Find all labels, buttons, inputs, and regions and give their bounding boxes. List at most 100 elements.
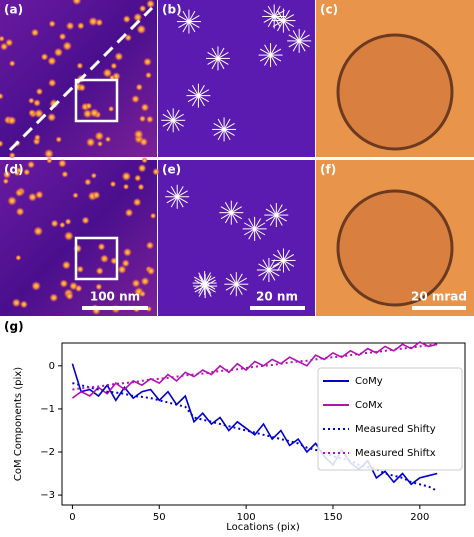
particle (49, 293, 59, 303)
particles (0, 0, 312, 316)
particle (30, 28, 40, 37)
disc (336, 189, 454, 307)
particle (76, 265, 84, 274)
particle (81, 216, 90, 225)
field-arrow (182, 10, 190, 22)
particle (97, 242, 106, 251)
particle (28, 109, 36, 117)
field-arrow (275, 214, 283, 226)
particle (143, 57, 152, 67)
particle (121, 259, 130, 268)
x-tick-label: 150 (323, 512, 342, 523)
particle (46, 157, 53, 164)
field-arrow (207, 51, 219, 59)
field-arrow (204, 275, 212, 287)
particle (2, 170, 12, 179)
field-arrow (223, 129, 231, 141)
field-arrow (283, 249, 290, 261)
y-tick-label: 0 (49, 361, 55, 372)
particle (124, 34, 132, 42)
particle (64, 218, 72, 226)
field-arrow (276, 208, 287, 216)
field-arrow (198, 95, 210, 103)
field-arrow (217, 47, 225, 59)
field-arrow (269, 204, 277, 216)
particle (2, 178, 9, 185)
particle (135, 83, 143, 91)
field-arrow (182, 21, 190, 33)
particle (133, 12, 143, 22)
field-arrow (273, 5, 281, 17)
field-arrow (267, 5, 275, 17)
field-arrow (273, 16, 285, 23)
field-arrow (166, 120, 174, 131)
particle (35, 87, 44, 96)
particle (27, 160, 36, 169)
field-arrow (265, 208, 277, 216)
series-line (71, 363, 438, 486)
particle (139, 137, 149, 147)
particle (110, 62, 118, 70)
field-arrow (213, 128, 225, 136)
field-arrow (298, 30, 306, 42)
particle (15, 254, 22, 261)
particle (0, 92, 4, 100)
field-arrow (231, 212, 242, 220)
particle (63, 231, 74, 241)
particle (47, 78, 57, 88)
field-arrow (198, 89, 210, 97)
particle (122, 183, 130, 190)
field-arrow (273, 16, 281, 28)
field-arrow (170, 196, 178, 208)
particle (14, 188, 24, 197)
field-arrow (269, 214, 277, 226)
particle (0, 35, 5, 42)
field-arrow (224, 212, 232, 224)
field-arrow (254, 228, 262, 240)
particle (35, 190, 44, 200)
series-line (72, 343, 438, 391)
particle (0, 42, 9, 51)
field-arrow (194, 279, 206, 287)
particle (33, 99, 41, 107)
image-panels: (a) (b) (c) (d) (e) (f) 100 nm 20 nm 20 … (0, 0, 474, 316)
field-arrow (188, 15, 200, 23)
particle (102, 68, 113, 78)
particle (149, 212, 157, 219)
field-arrow (292, 40, 300, 52)
particle (59, 221, 66, 229)
x-tick-label: 200 (410, 512, 429, 523)
field-arrow (272, 260, 284, 267)
field-arrow (223, 118, 231, 130)
panel-label: (g) (4, 320, 24, 334)
particle (50, 219, 59, 228)
field-arrow (258, 263, 270, 271)
particle (72, 192, 79, 199)
particle (27, 192, 38, 202)
panel-label: (d) (4, 163, 24, 177)
field-arrow (198, 272, 206, 284)
particle (140, 103, 150, 112)
field-arrow (229, 283, 237, 295)
particle (59, 279, 69, 288)
field-arrow (248, 228, 256, 240)
field-arrow (264, 54, 271, 66)
particle (92, 190, 101, 200)
x-tick-label: 0 (69, 512, 75, 523)
field-arrow (235, 273, 243, 285)
particle (7, 115, 17, 126)
particle (23, 168, 31, 176)
particle (138, 4, 147, 13)
field-arrow (172, 120, 180, 131)
field-arrow (187, 95, 199, 103)
particle (73, 244, 83, 253)
particle (65, 21, 75, 31)
field-arrow (298, 40, 306, 52)
particle (141, 156, 148, 164)
legend-label: CoMy (355, 376, 383, 387)
scale-label: 20 mrad (411, 290, 467, 304)
field-arrow (283, 260, 295, 267)
field-arrow (288, 40, 300, 48)
particle (96, 140, 104, 147)
particle (57, 158, 67, 168)
